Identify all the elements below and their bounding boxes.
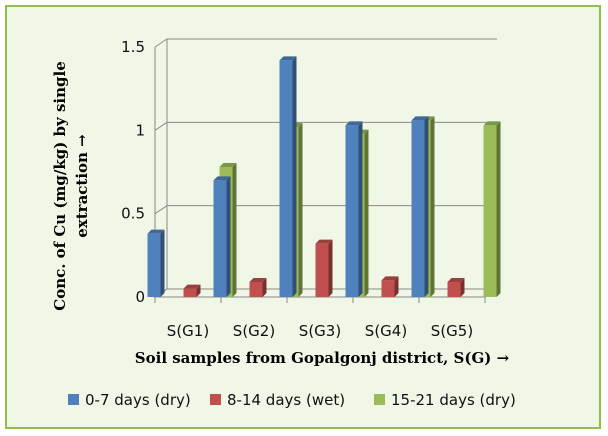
bar-side: [160, 229, 165, 297]
bar-side: [364, 129, 369, 297]
bar-side: [358, 121, 363, 297]
bar-top: [213, 176, 231, 181]
bar-side: [262, 278, 267, 297]
bar-side: [328, 239, 333, 297]
bar-top: [447, 278, 465, 282]
bar-top: [381, 276, 399, 281]
y-tick-label: 1: [135, 121, 145, 139]
legend-label: 8-14 days (wet): [227, 391, 345, 409]
bar-side: [226, 176, 231, 297]
legend-swatch: [210, 394, 221, 405]
bar: [213, 180, 227, 297]
legend-label: 0-7 days (dry): [85, 391, 191, 409]
y-tick-label: 0.5: [121, 205, 145, 223]
bar-side: [460, 278, 465, 297]
y-tick-label: 0: [135, 288, 145, 306]
bar: [381, 280, 395, 297]
x-axis-title: Soil samples from Gopalgonj district, S(…: [135, 349, 510, 367]
x-tick-label: S(G3): [299, 322, 341, 340]
bar-top: [249, 278, 267, 282]
bar: [345, 125, 359, 297]
bar-top: [147, 229, 165, 234]
bar-top: [483, 121, 501, 126]
gridline-side: [154, 205, 168, 215]
bar-top: [345, 121, 363, 126]
bar-side: [394, 276, 399, 297]
bar: [183, 288, 197, 297]
bar-side: [196, 284, 201, 297]
bar-side: [430, 116, 435, 297]
bar-top: [411, 116, 429, 121]
bar: [447, 282, 461, 297]
bar-side: [232, 163, 237, 297]
bar: [249, 282, 263, 297]
legend-swatch: [68, 394, 79, 405]
bar-side: [298, 123, 303, 297]
bar: [279, 60, 293, 298]
x-tick-label: S(G5): [431, 322, 473, 340]
gridline-side: [154, 121, 168, 131]
x-tick-label: S(G4): [365, 322, 407, 340]
y-tick-label: 1.5: [121, 38, 145, 56]
bar-side: [424, 116, 429, 297]
legend-swatch: [374, 394, 385, 405]
y-axis-title-line-2: extraction →: [73, 134, 91, 238]
bar: [315, 243, 329, 297]
bar-side: [496, 121, 501, 297]
bar-top: [183, 284, 201, 289]
y-axis-title-line-1: Conc. of Cu (mg/kg) by single: [51, 61, 69, 311]
bar-top: [279, 56, 297, 61]
chart-frame: [5, 5, 601, 429]
bar-top: [315, 239, 333, 244]
legend-label: 15-21 days (dry): [391, 391, 516, 409]
bar-top: [219, 163, 237, 167]
bar-side: [292, 56, 297, 298]
bar: [147, 233, 161, 297]
x-tick-label: S(G2): [233, 322, 275, 340]
bar: [483, 125, 497, 297]
x-tick-label: S(G1): [167, 322, 209, 340]
gridline-side: [154, 38, 168, 48]
bar: [411, 120, 425, 297]
